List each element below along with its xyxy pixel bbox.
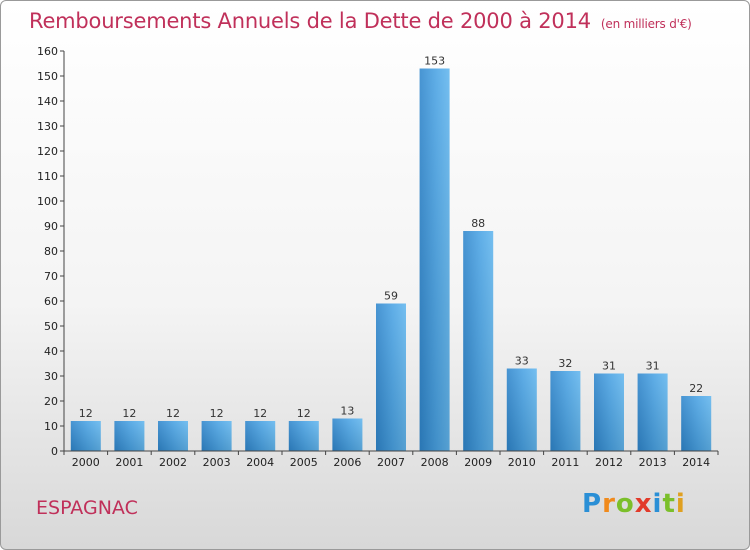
logo-letter: P [582, 489, 603, 519]
x-tick-label: 2005 [290, 456, 318, 469]
data-label: 59 [384, 290, 398, 303]
x-tick-label: 2002 [159, 456, 187, 469]
bar-shade [332, 418, 363, 451]
x-tick-label: 2009 [464, 456, 492, 469]
data-label: 12 [297, 407, 311, 420]
data-label: 13 [340, 405, 354, 418]
x-tick-label: 2013 [639, 456, 667, 469]
bars-group: 12 12 12 12 12 12 13 59 153 88 33 32 31 31 22 [70, 55, 712, 451]
bar-shade [158, 421, 188, 451]
data-label: 12 [166, 407, 180, 420]
x-tick-label: 2001 [115, 456, 143, 469]
logo-letter: i [652, 489, 663, 519]
x-tick-label: 2004 [246, 456, 274, 469]
data-label: 22 [689, 382, 703, 395]
bar-shade [463, 231, 494, 451]
chart-title: Remboursements Annuels de la Dette de 20… [29, 9, 692, 33]
logo-letter: o [615, 489, 635, 519]
bar-shade [288, 421, 319, 451]
y-tick-label: 120 [37, 145, 58, 158]
x-tick-label: 2003 [203, 456, 231, 469]
y-tick-label: 130 [37, 120, 58, 133]
y-tick-label: 100 [37, 195, 58, 208]
logo-letter: i [675, 489, 686, 519]
y-tick-label: 150 [37, 70, 58, 83]
data-label: 12 [122, 407, 136, 420]
bar-shade [70, 421, 101, 451]
y-tick-label: 0 [51, 445, 58, 458]
data-label: 12 [79, 407, 93, 420]
chart-title-text: Remboursements Annuels de la Dette de 20… [29, 9, 591, 33]
data-label: 31 [602, 360, 616, 373]
data-label: 12 [253, 407, 267, 420]
commune-name: ESPAGNAC [36, 497, 138, 519]
y-tick-label: 60 [44, 295, 58, 308]
x-tick-label: 2011 [551, 456, 579, 469]
y-tick-label: 50 [44, 320, 58, 333]
data-label: 153 [424, 55, 445, 68]
data-label: 33 [515, 355, 529, 368]
logo-letter: x [634, 489, 653, 519]
y-axis: 0 10 20 30 40 50 60 70 80 90 100 110 120 130 140 150 160 [37, 45, 65, 458]
y-tick-label: 110 [37, 170, 58, 183]
bar-shade [594, 373, 624, 451]
x-tick-label: 2010 [508, 456, 536, 469]
x-tick-label: 2008 [421, 456, 449, 469]
y-tick-label: 90 [44, 220, 58, 233]
bar-shade [506, 368, 537, 451]
y-tick-label: 80 [44, 245, 58, 258]
x-tick-label: 2014 [682, 456, 710, 469]
chart-subtitle: (en milliers d'€) [600, 17, 692, 31]
bar-shade [201, 421, 232, 451]
y-tick-label: 70 [44, 270, 58, 283]
bar-shade [419, 68, 450, 451]
y-tick-label: 30 [44, 370, 58, 383]
data-label: 88 [471, 217, 485, 230]
x-tick-label: 2000 [72, 456, 100, 469]
logo-letter: r [602, 489, 616, 519]
bar-shade [637, 373, 668, 451]
y-tick-label: 40 [44, 345, 58, 358]
x-tick-label: 2007 [377, 456, 405, 469]
bar-shade [245, 421, 276, 451]
x-tick-label: 2012 [595, 456, 623, 469]
x-axis: 2000 2001 2002 2003 2004 2005 2006 2007 2008 2009… [63, 450, 719, 469]
bar-shade [376, 303, 406, 451]
data-label: 31 [646, 360, 660, 373]
y-tick-label: 10 [44, 420, 58, 433]
data-label: 12 [210, 407, 224, 420]
x-tick-label: 2006 [333, 456, 361, 469]
y-tick-label: 160 [37, 45, 58, 58]
logo-letter: t [662, 489, 676, 519]
bar-shade [681, 396, 712, 451]
y-tick-label: 140 [37, 95, 58, 108]
bar-shade [550, 371, 581, 451]
proxiti-logo: Proxiti [582, 489, 686, 519]
data-label: 32 [558, 357, 572, 370]
y-tick-label: 20 [44, 395, 58, 408]
bar-shade [114, 421, 145, 451]
